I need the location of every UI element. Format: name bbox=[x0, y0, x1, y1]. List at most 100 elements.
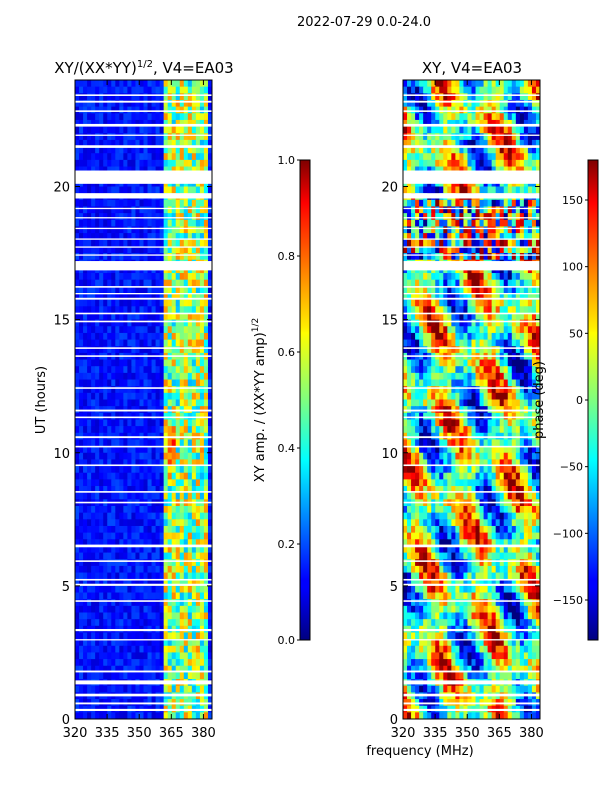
amp-cell bbox=[139, 139, 145, 148]
phase-cell bbox=[527, 273, 533, 281]
phase-cell bbox=[403, 226, 408, 234]
phase-cell bbox=[407, 246, 412, 254]
amp-cell bbox=[115, 113, 120, 121]
phase-cell bbox=[451, 159, 456, 168]
amp-cell bbox=[95, 439, 100, 447]
amp-cell bbox=[171, 126, 177, 134]
amp-cell bbox=[79, 645, 84, 654]
amp-cell bbox=[199, 119, 205, 128]
amp-cell bbox=[191, 159, 197, 168]
phase-cell bbox=[475, 366, 481, 374]
phase-cell bbox=[471, 199, 477, 208]
amp-cell bbox=[119, 592, 124, 600]
amp-cell bbox=[87, 199, 92, 208]
amp-cell bbox=[191, 392, 197, 401]
phase-cell bbox=[431, 146, 436, 154]
amp-cell bbox=[83, 512, 88, 520]
amp-cell bbox=[143, 619, 149, 627]
amp-cell bbox=[123, 166, 128, 174]
phase-cell bbox=[471, 226, 477, 234]
phase-cell bbox=[467, 119, 473, 128]
phase-cell bbox=[491, 126, 497, 134]
phase-cell bbox=[535, 306, 540, 314]
amp-cell bbox=[103, 452, 108, 461]
amp-cell bbox=[207, 119, 212, 128]
amp-cell bbox=[83, 366, 88, 374]
phase-cell bbox=[531, 133, 537, 141]
phase-cell bbox=[483, 253, 489, 261]
amp-cell bbox=[87, 319, 92, 327]
amp-cell bbox=[79, 226, 84, 234]
phase-cell bbox=[423, 306, 428, 314]
amp-cell bbox=[175, 319, 181, 327]
amp-cell bbox=[179, 186, 185, 194]
amp-cell bbox=[179, 612, 185, 620]
amp-cell bbox=[207, 326, 212, 334]
phase-cell bbox=[435, 339, 440, 347]
amp-cell bbox=[187, 466, 193, 474]
phase-cell bbox=[423, 233, 428, 241]
phase-cell bbox=[503, 139, 509, 148]
amp-cell bbox=[163, 273, 169, 281]
amp-cell bbox=[183, 492, 189, 500]
amp-cell bbox=[151, 299, 157, 307]
phase-cell bbox=[507, 106, 513, 114]
phase-cell bbox=[495, 153, 501, 161]
amp-cell bbox=[111, 206, 116, 214]
amp-cell bbox=[139, 319, 145, 327]
amp-cell bbox=[83, 319, 88, 327]
amp-cell bbox=[95, 106, 100, 114]
amp-cell bbox=[103, 119, 108, 128]
phase-cell bbox=[487, 306, 493, 314]
phase-cell bbox=[431, 319, 436, 327]
phase-cell bbox=[447, 93, 452, 101]
amp-cell bbox=[143, 412, 149, 421]
amp-cell bbox=[123, 525, 128, 534]
phase-cell bbox=[447, 113, 452, 121]
amp-cell bbox=[103, 93, 108, 101]
amp-cell bbox=[147, 326, 153, 334]
amp-cell bbox=[115, 472, 120, 480]
amp-cell bbox=[163, 286, 169, 294]
phase-cell bbox=[423, 273, 428, 281]
amp-cell bbox=[199, 339, 205, 347]
amp-cell bbox=[131, 605, 137, 614]
amp-cell bbox=[163, 552, 169, 560]
amp-cell bbox=[151, 359, 157, 367]
phase-cell bbox=[527, 253, 533, 261]
phase-cell bbox=[443, 166, 448, 174]
amp-cell bbox=[91, 665, 96, 674]
amp-cell bbox=[83, 146, 88, 154]
phase-cell bbox=[411, 312, 416, 321]
amp-cell bbox=[199, 139, 205, 148]
amp-cell bbox=[83, 326, 88, 334]
amp-cell bbox=[159, 472, 165, 480]
amp-cell bbox=[91, 492, 96, 500]
amp-cell bbox=[179, 559, 185, 567]
amp-cell bbox=[155, 486, 161, 494]
amp-cell bbox=[79, 213, 84, 221]
phase-cell bbox=[459, 99, 465, 108]
phase-cell bbox=[407, 399, 412, 407]
phase-cell bbox=[439, 246, 444, 254]
phase-cell bbox=[491, 119, 497, 128]
amp-cell bbox=[91, 119, 96, 128]
amp-cell bbox=[187, 366, 193, 374]
amp-cell bbox=[119, 559, 124, 567]
amp-cell bbox=[171, 246, 177, 254]
amp-cell bbox=[115, 619, 120, 627]
phase-cell bbox=[411, 392, 416, 401]
phase-cell bbox=[495, 326, 501, 334]
amp-cell bbox=[159, 532, 165, 540]
amp-cell bbox=[87, 99, 92, 108]
amp-cell bbox=[131, 645, 137, 654]
amp-cell bbox=[131, 213, 137, 221]
phase-cell bbox=[459, 279, 465, 287]
phase-cell bbox=[463, 286, 469, 294]
phase-cell bbox=[475, 119, 481, 128]
amp-cell bbox=[187, 279, 193, 287]
amp-cell bbox=[159, 392, 165, 401]
phase-cell bbox=[499, 386, 505, 394]
phase-cell bbox=[499, 372, 505, 381]
amp-cell bbox=[115, 539, 120, 547]
